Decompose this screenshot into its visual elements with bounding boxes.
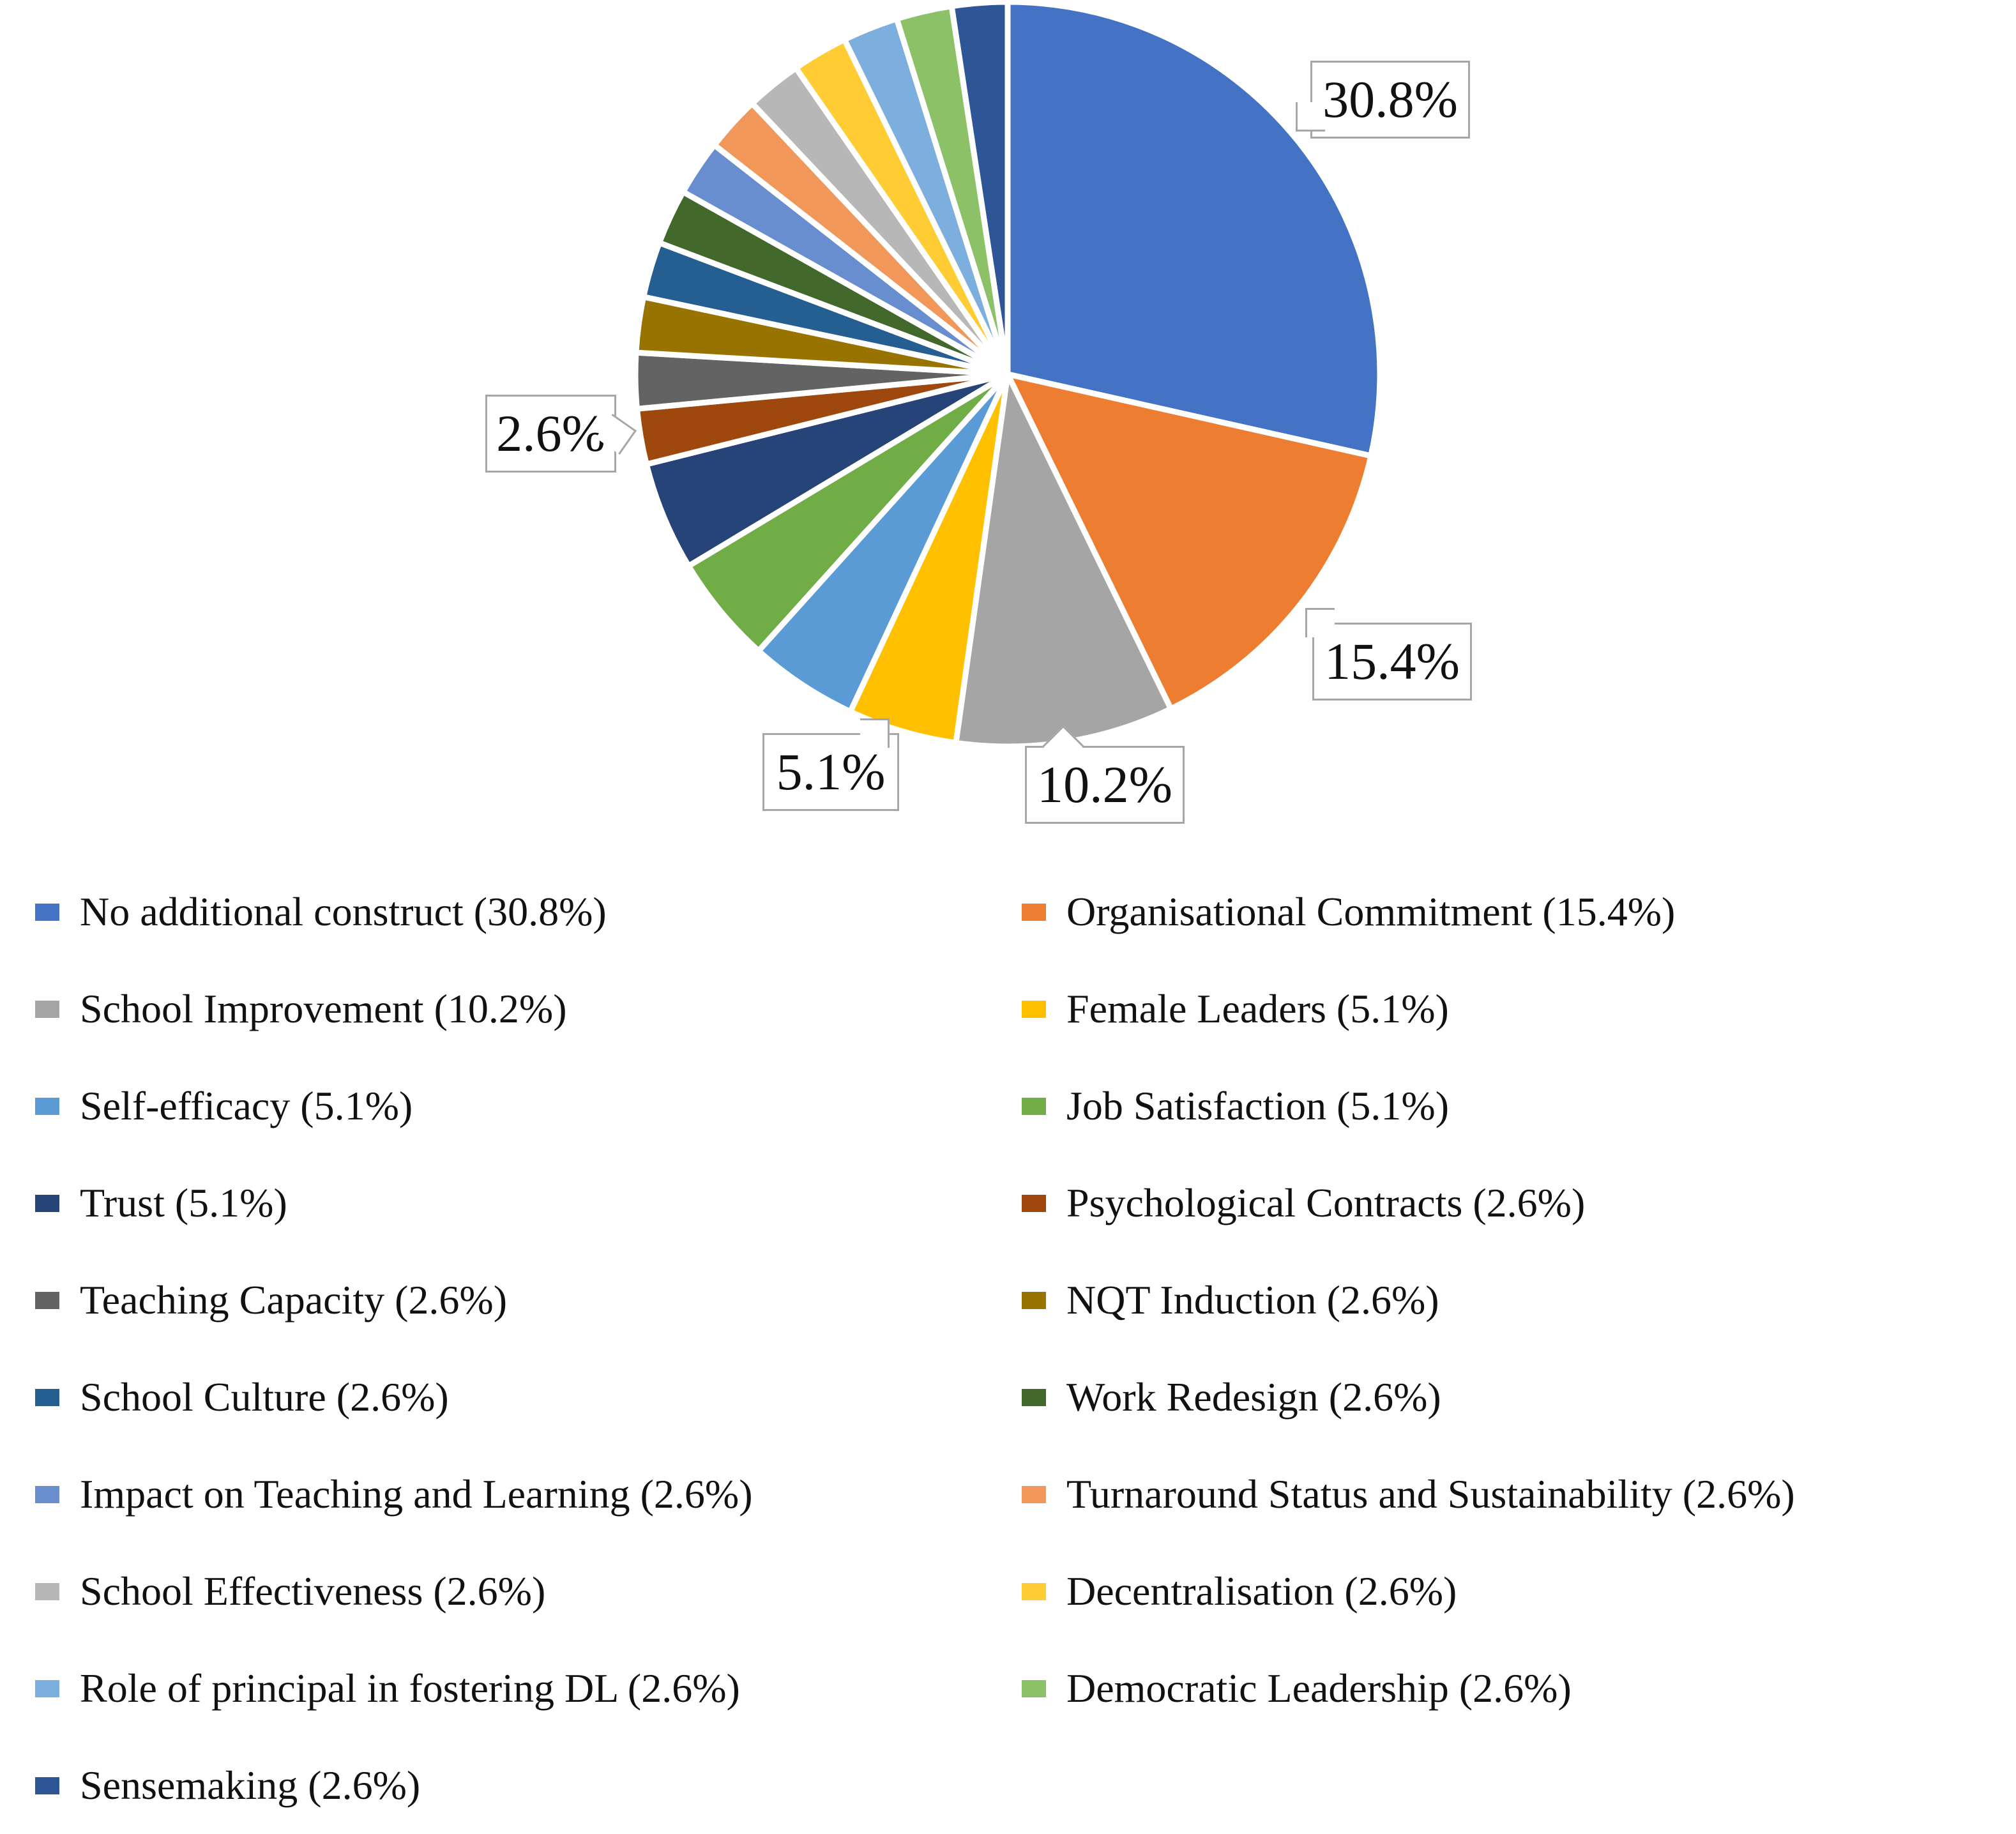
callout-beak bbox=[860, 718, 890, 748]
callout-label-10-2: 10.2% bbox=[1025, 725, 1185, 824]
legend-label: Female Leaders (5.1%) bbox=[1066, 986, 1449, 1031]
legend-item: Organisational Commitment (15.4%) bbox=[1022, 863, 1795, 960]
legend-column-left: No additional construct (30.8%) School Im… bbox=[35, 863, 753, 1834]
pie-chart bbox=[632, 0, 1383, 750]
callout-beak bbox=[1296, 102, 1325, 132]
legend-label: Job Satisfaction (5.1%) bbox=[1066, 1083, 1449, 1128]
legend-item: Work Redesign (2.6%) bbox=[1022, 1349, 1795, 1446]
legend-item: Female Leaders (5.1%) bbox=[1022, 960, 1795, 1057]
pie-slice-0 bbox=[1004, 0, 1383, 459]
pie-slice-1 bbox=[1004, 371, 1374, 712]
legend-swatch bbox=[35, 1582, 59, 1600]
callout-text: 15.4% bbox=[1324, 632, 1460, 690]
legend-item: Psychological Contracts (2.6%) bbox=[1022, 1155, 1795, 1252]
callout-text: 2.6% bbox=[496, 404, 605, 462]
legend-item: No additional construct (30.8%) bbox=[35, 863, 753, 960]
callout-label-15-4: 15.4% bbox=[1305, 608, 1472, 701]
legend-label: Role of principal in fostering DL (2.6%) bbox=[80, 1665, 740, 1711]
legend-swatch bbox=[1022, 1097, 1046, 1115]
legend-label: Trust (5.1%) bbox=[80, 1180, 287, 1225]
legend-item: Sensemaking (2.6%) bbox=[35, 1737, 753, 1834]
legend-label: Decentralisation (2.6%) bbox=[1066, 1568, 1457, 1614]
callout-label-30-8: 30.8% bbox=[1296, 61, 1470, 139]
legend-item: Impact on Teaching and Learning (2.6%) bbox=[35, 1446, 753, 1543]
legend-swatch bbox=[35, 903, 59, 921]
legend-item: School Improvement (10.2%) bbox=[35, 960, 753, 1057]
legend-swatch bbox=[1022, 1000, 1046, 1018]
legend-label: School Culture (2.6%) bbox=[80, 1374, 449, 1420]
callout-text: 5.1% bbox=[776, 743, 886, 801]
legend-label: NQT Induction (2.6%) bbox=[1066, 1277, 1439, 1322]
legend-item: Job Satisfaction (5.1%) bbox=[1022, 1057, 1795, 1155]
legend-swatch bbox=[35, 1000, 59, 1018]
callout-beak bbox=[1305, 608, 1335, 637]
legend-swatch bbox=[1022, 1679, 1046, 1697]
legend-swatch bbox=[35, 1388, 59, 1406]
legend-item: Democratic Leadership (2.6%) bbox=[1022, 1640, 1795, 1737]
legend-item: School Effectiveness (2.6%) bbox=[35, 1543, 753, 1640]
legend-swatch bbox=[1022, 1291, 1046, 1309]
legend-item: Self-efficacy (5.1%) bbox=[35, 1057, 753, 1155]
legend-swatch bbox=[35, 1485, 59, 1503]
pie-slice-18 bbox=[948, 0, 1011, 377]
legend-item: Turnaround Status and Sustainability (2.… bbox=[1022, 1446, 1795, 1543]
legend-item: Role of principal in fostering DL (2.6%) bbox=[35, 1640, 753, 1737]
legend-item: Teaching Capacity (2.6%) bbox=[35, 1252, 753, 1349]
legend-label: Impact on Teaching and Learning (2.6%) bbox=[80, 1471, 753, 1517]
legend-item: Decentralisation (2.6%) bbox=[1022, 1543, 1795, 1640]
legend-label: Psychological Contracts (2.6%) bbox=[1066, 1180, 1586, 1225]
legend-label: School Effectiveness (2.6%) bbox=[80, 1568, 546, 1614]
callout-text: 30.8% bbox=[1323, 70, 1458, 128]
legend-swatch bbox=[1022, 903, 1046, 921]
legend-item: School Culture (2.6%) bbox=[35, 1349, 753, 1446]
callout-text: 10.2% bbox=[1037, 755, 1172, 814]
legend-label: Work Redesign (2.6%) bbox=[1066, 1374, 1441, 1420]
legend-label: Organisational Commitment (15.4%) bbox=[1066, 889, 1676, 934]
legend-swatch bbox=[35, 1194, 59, 1212]
callout-label-5-1: 5.1% bbox=[762, 718, 899, 811]
legend-label: No additional construct (30.8%) bbox=[80, 889, 607, 934]
legend-swatch bbox=[1022, 1485, 1046, 1503]
legend-swatch bbox=[35, 1097, 59, 1115]
legend-swatch bbox=[1022, 1194, 1046, 1212]
legend-swatch bbox=[35, 1777, 59, 1794]
legend-label: Turnaround Status and Sustainability (2.… bbox=[1066, 1471, 1795, 1517]
legend-swatch bbox=[35, 1679, 59, 1697]
legend-column-right: Organisational Commitment (15.4%) Female … bbox=[1022, 863, 1795, 1737]
legend-swatch bbox=[35, 1291, 59, 1309]
legend-label: Teaching Capacity (2.6%) bbox=[80, 1277, 508, 1322]
legend-item: NQT Induction (2.6%) bbox=[1022, 1252, 1795, 1349]
legend-swatch bbox=[1022, 1582, 1046, 1600]
legend-label: Sensemaking (2.6%) bbox=[80, 1762, 421, 1808]
legend-swatch bbox=[1022, 1388, 1046, 1406]
legend-label: Democratic Leadership (2.6%) bbox=[1066, 1665, 1572, 1711]
legend-label: Self-efficacy (5.1%) bbox=[80, 1083, 413, 1128]
legend-item: Trust (5.1%) bbox=[35, 1155, 753, 1252]
legend-label: School Improvement (10.2%) bbox=[80, 986, 567, 1031]
callout-label-2-6: 2.6% bbox=[485, 395, 637, 473]
